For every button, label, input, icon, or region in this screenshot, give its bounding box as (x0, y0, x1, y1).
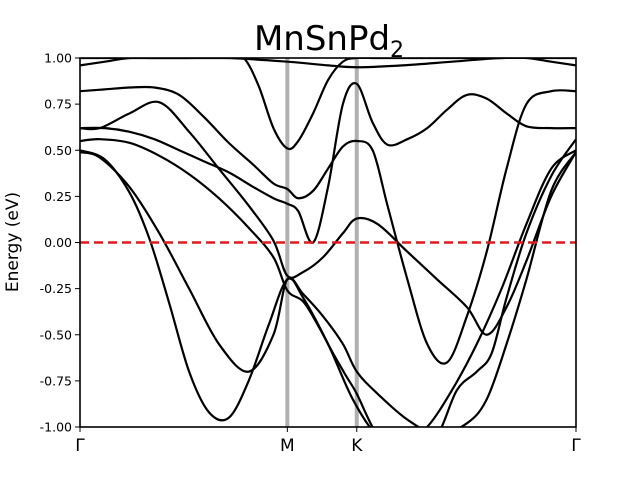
y-tick-label-4: 0.00 (44, 235, 72, 250)
y-tick-label-0: -1.00 (40, 420, 72, 435)
band-line-8 (80, 58, 576, 69)
y-tick-label-1: -0.75 (40, 373, 72, 388)
y-tick-label-6: 0.50 (44, 143, 72, 158)
band-line-5 (80, 85, 576, 365)
k-point-label-0: Γ (75, 436, 85, 456)
plot-frame (79, 57, 577, 428)
k-point-label-3: Γ (571, 436, 581, 456)
band-line-1 (80, 100, 576, 336)
band-line-2 (80, 138, 576, 427)
y-axis-label: Energy (eV) (3, 192, 23, 292)
band-line-3 (80, 151, 576, 427)
k-point-label-1: M (280, 436, 295, 456)
band-line-4 (80, 149, 576, 427)
y-tick-label-7: 0.75 (44, 97, 72, 112)
y-axis-ticks: -1.00 -0.75 -0.50 -0.25 0.00 0.25 0.50 0.75 1.00 (40, 51, 80, 435)
band-line-7 (80, 58, 576, 151)
chart-title-subscript: 2 (390, 38, 404, 63)
y-tick-label-8: 1.00 (44, 51, 72, 66)
y-tick-label-2: -0.50 (40, 327, 72, 342)
k-point-label-2: K (351, 436, 363, 456)
chart-title: MnSnPd2 (254, 19, 404, 63)
chart-title-main: MnSnPd (254, 19, 390, 59)
y-tick-label-3: -0.25 (40, 281, 72, 296)
band-line-6 (80, 82, 576, 244)
y-tick-label-5: 0.25 (44, 189, 72, 204)
